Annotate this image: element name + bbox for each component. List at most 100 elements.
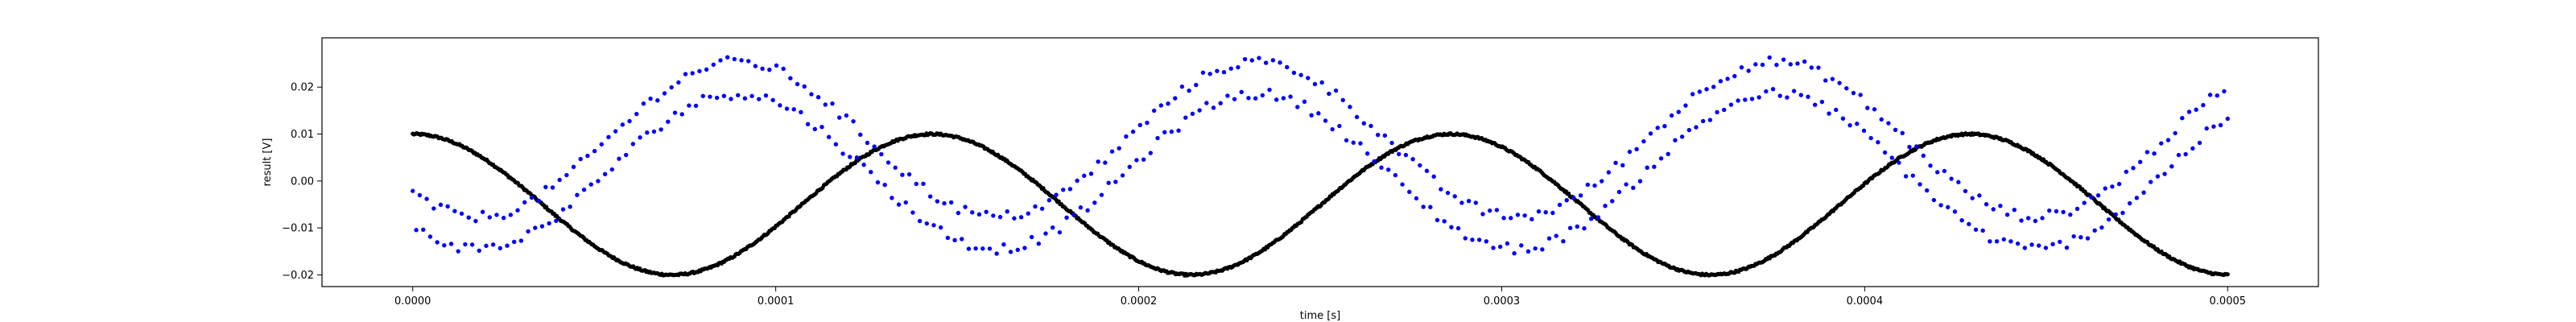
data-point xyxy=(1393,172,1398,178)
data-point xyxy=(602,171,608,177)
data-point xyxy=(672,110,678,115)
data-point xyxy=(442,243,447,248)
data-point xyxy=(1697,89,1703,94)
data-point xyxy=(1952,209,1958,214)
data-point xyxy=(1249,58,1254,63)
data-point xyxy=(1099,192,1104,197)
data-point xyxy=(1973,227,1979,232)
data-point xyxy=(1452,194,1457,199)
data-point xyxy=(1760,62,1765,68)
data-point xyxy=(1893,127,1898,132)
data-point xyxy=(2204,126,2209,131)
data-point xyxy=(1333,88,1339,93)
data-point xyxy=(1306,76,1311,80)
data-point xyxy=(1285,64,1290,70)
data-point xyxy=(1368,123,1373,129)
data-point xyxy=(1351,140,1356,145)
data-point xyxy=(2089,195,2094,200)
data-point xyxy=(1509,216,1513,221)
data-point xyxy=(746,59,751,64)
data-point xyxy=(1592,183,1597,188)
data-point xyxy=(2004,213,2010,217)
data-point xyxy=(1641,138,1646,144)
data-point xyxy=(1834,107,1839,113)
data-point xyxy=(945,235,951,241)
data-point xyxy=(2019,218,2024,223)
data-point xyxy=(2015,241,2021,246)
data-point xyxy=(627,118,632,124)
data-point xyxy=(840,151,845,156)
data-point xyxy=(2025,216,2031,221)
data-point xyxy=(976,212,982,217)
data-point xyxy=(1270,58,1276,63)
data-point xyxy=(815,95,821,100)
data-point xyxy=(560,207,566,212)
data-point xyxy=(1386,167,1391,172)
data-point xyxy=(2040,216,2045,221)
y-axis: −0.02 −0.01 0.00 0.01 0.02 xyxy=(282,82,322,282)
data-point xyxy=(742,96,748,101)
data-point xyxy=(1012,216,1017,221)
data-point xyxy=(2068,212,2073,217)
data-point xyxy=(456,249,460,254)
data-point xyxy=(1071,213,1076,217)
data-point xyxy=(1991,207,1996,212)
data-point xyxy=(1421,204,1426,209)
data-point xyxy=(1645,165,1649,170)
data-point xyxy=(1242,56,1248,62)
data-point xyxy=(942,200,947,206)
data-point xyxy=(1372,159,1377,164)
data-point xyxy=(966,246,972,251)
data-point xyxy=(1033,204,1038,209)
data-point xyxy=(729,97,733,101)
data-point xyxy=(1900,130,1905,136)
data-point xyxy=(1246,96,1251,101)
data-point xyxy=(539,224,545,229)
data-point xyxy=(1935,170,1940,175)
data-point xyxy=(1018,215,1024,220)
data-point xyxy=(526,229,530,234)
data-point xyxy=(617,156,621,161)
data-point xyxy=(1554,233,1558,238)
x-tick-label: 0.0001 xyxy=(758,295,795,308)
data-point xyxy=(2103,186,2107,191)
data-point xyxy=(494,213,499,217)
data-point xyxy=(1361,121,1367,126)
data-point xyxy=(1634,147,1639,151)
data-point xyxy=(858,132,863,138)
data-point xyxy=(687,103,691,108)
data-point xyxy=(624,152,629,158)
data-point xyxy=(497,246,503,251)
data-point xyxy=(1061,188,1066,192)
data-point xyxy=(1546,236,1552,241)
data-point xyxy=(666,119,671,124)
data-point xyxy=(1389,140,1394,146)
data-point xyxy=(466,215,471,220)
data-point xyxy=(914,181,919,187)
data-point xyxy=(700,93,705,98)
data-point xyxy=(1397,151,1402,157)
data-point xyxy=(2082,200,2087,205)
data-point xyxy=(620,122,625,127)
data-point xyxy=(906,171,912,177)
data-point xyxy=(1662,123,1667,129)
data-point xyxy=(2145,150,2150,155)
data-point xyxy=(1858,93,1863,97)
data-point xyxy=(1928,163,1933,168)
data-point xyxy=(890,196,894,200)
data-point xyxy=(1812,102,1818,107)
data-point xyxy=(2194,107,2198,112)
data-point xyxy=(1354,114,1360,120)
data-point xyxy=(1316,111,1321,116)
data-point xyxy=(1064,215,1069,220)
data-point xyxy=(411,188,415,193)
data-point xyxy=(2033,218,2038,224)
data-point xyxy=(2211,124,2216,129)
data-point xyxy=(543,184,548,190)
data-point xyxy=(2162,171,2167,176)
y-tick-label: 0.00 xyxy=(291,175,314,188)
data-point xyxy=(1319,80,1324,85)
data-point xyxy=(1215,68,1220,73)
data-point xyxy=(1162,130,1167,134)
